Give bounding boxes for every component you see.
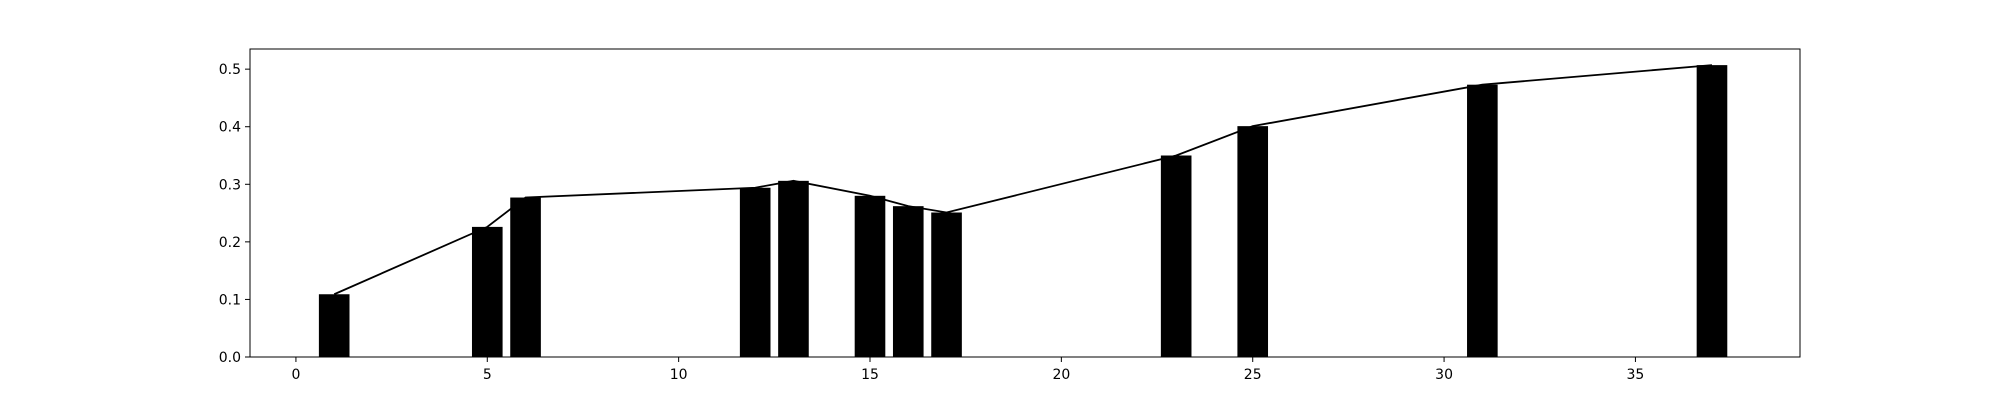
x-tick-label: 35 bbox=[1627, 367, 1645, 383]
bar bbox=[778, 180, 809, 357]
bar bbox=[1467, 84, 1498, 358]
plot-frame bbox=[249, 48, 1801, 358]
line bbox=[333, 64, 1713, 296]
x-tick-label: 20 bbox=[1052, 367, 1070, 383]
bar bbox=[1237, 126, 1269, 358]
x-tick-label: 0 bbox=[291, 367, 300, 383]
y-tick-label: 0.3 bbox=[219, 177, 241, 193]
y-tick-label: 0.4 bbox=[219, 120, 241, 136]
x-axis: 0 5 10 15 20 25 30 35 bbox=[291, 357, 1644, 383]
bar bbox=[739, 187, 771, 357]
x-tick-label: 30 bbox=[1435, 367, 1453, 383]
bar bbox=[471, 226, 503, 357]
bar bbox=[854, 195, 886, 357]
x-tick-label: 25 bbox=[1244, 367, 1262, 383]
bar bbox=[892, 206, 924, 357]
y-tick-label: 0.0 bbox=[219, 350, 241, 366]
x-tick-label: 15 bbox=[861, 367, 879, 383]
y-axis: 0.0 0.1 0.2 0.3 0.4 0.5 bbox=[219, 62, 250, 366]
line-series bbox=[333, 64, 1713, 296]
bar bbox=[510, 197, 541, 357]
y-tick-label: 0.1 bbox=[219, 292, 241, 308]
bar bbox=[931, 212, 962, 357]
bar bbox=[318, 294, 350, 357]
y-tick-label: 0.5 bbox=[219, 62, 241, 78]
y-tick-label: 0.2 bbox=[219, 235, 241, 251]
x-tick-label: 5 bbox=[483, 367, 492, 383]
bar bbox=[1696, 65, 1728, 357]
x-tick-label: 10 bbox=[670, 367, 688, 383]
bar bbox=[1160, 155, 1192, 357]
bar-series bbox=[318, 65, 1728, 358]
